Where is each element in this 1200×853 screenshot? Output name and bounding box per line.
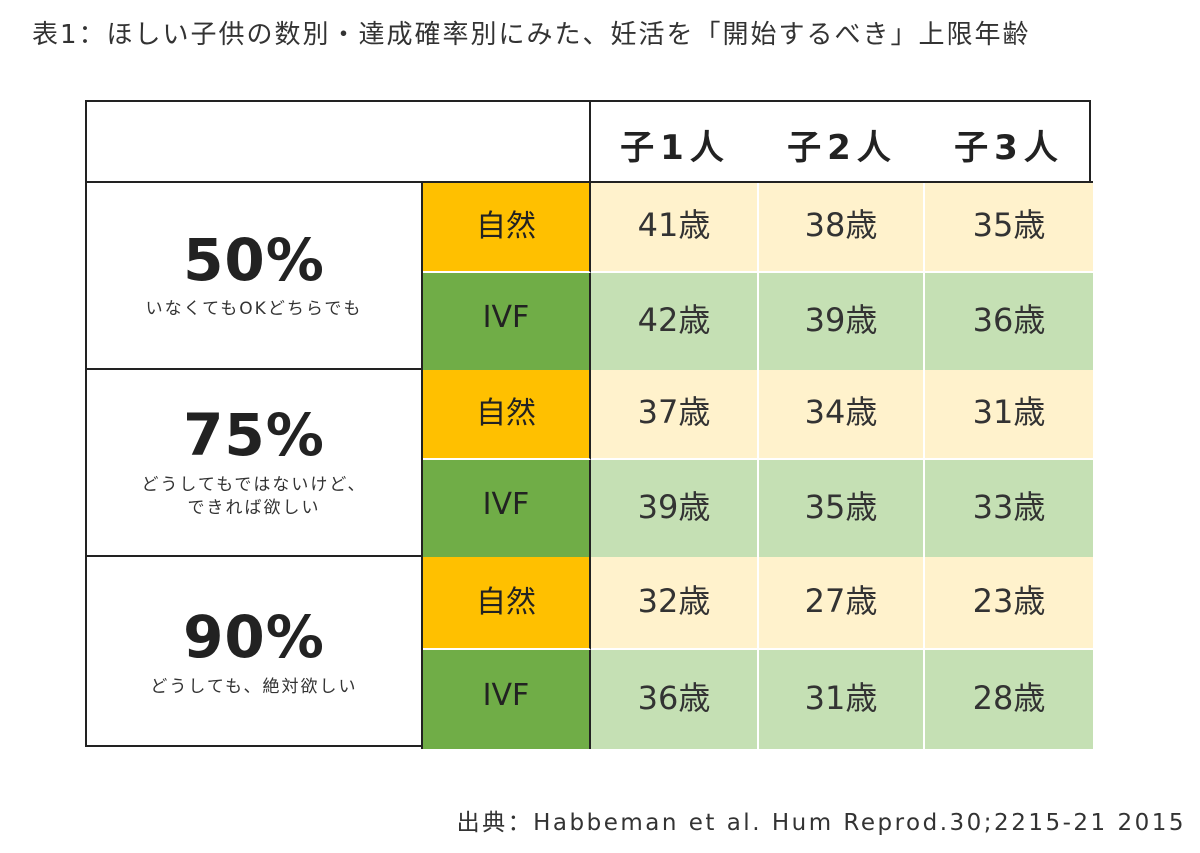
table-cell: 35歳	[759, 460, 925, 557]
group-75-percent: 75% どうしてもではないけど、 できれば欲しい	[87, 370, 423, 557]
method-natural: 自然	[423, 557, 591, 650]
table-corner-cell	[87, 102, 591, 183]
column-header-1-child: 子1人	[591, 102, 759, 183]
table-cell: 36歳	[925, 273, 1093, 370]
age-limit-table: 子1人 子2人 子3人 50% いなくてもOKどちらでも 自然 41歳 38歳 …	[85, 100, 1093, 749]
probability-label: 90%	[183, 603, 325, 672]
table-cell: 38歳	[759, 183, 925, 273]
method-ivf: IVF	[423, 273, 591, 370]
table-cell: 37歳	[591, 370, 759, 460]
table-cell: 39歳	[591, 460, 759, 557]
table-cell: 33歳	[925, 460, 1093, 557]
probability-description: どうしても、絶対欲しい	[150, 676, 358, 697]
probability-label: 50%	[183, 225, 325, 294]
page-title: 表1：ほしい子供の数別・達成確率別にみた、妊活を「開始するべき」上限年齢	[32, 20, 1031, 50]
table-cell: 27歳	[759, 557, 925, 650]
probability-description: どうしてもではないけど、 できれば欲しい	[141, 475, 367, 518]
table-cell: 31歳	[759, 650, 925, 749]
method-ivf: IVF	[423, 650, 591, 749]
table-cell: 32歳	[591, 557, 759, 650]
table-cell: 31歳	[925, 370, 1093, 460]
table-cell: 34歳	[759, 370, 925, 460]
table-cell: 28歳	[925, 650, 1093, 749]
method-natural: 自然	[423, 370, 591, 460]
table-cell: 23歳	[925, 557, 1093, 650]
method-ivf: IVF	[423, 460, 591, 557]
method-natural: 自然	[423, 183, 591, 273]
table-cell: 39歳	[759, 273, 925, 370]
group-50-percent: 50% いなくてもOKどちらでも	[87, 183, 423, 370]
table-cell: 42歳	[591, 273, 759, 370]
table-cell: 35歳	[925, 183, 1093, 273]
probability-label: 75%	[183, 401, 325, 470]
column-header-3-children: 子3人	[925, 102, 1093, 183]
column-header-2-children: 子2人	[759, 102, 925, 183]
probability-description: いなくてもOKどちらでも	[145, 299, 363, 320]
table-cell: 36歳	[591, 650, 759, 749]
source-citation: 出典：Habbeman et al. Hum Reprod.30;2215-21…	[456, 810, 1186, 836]
group-90-percent: 90% どうしても、絶対欲しい	[87, 557, 423, 749]
table-cell: 41歳	[591, 183, 759, 273]
